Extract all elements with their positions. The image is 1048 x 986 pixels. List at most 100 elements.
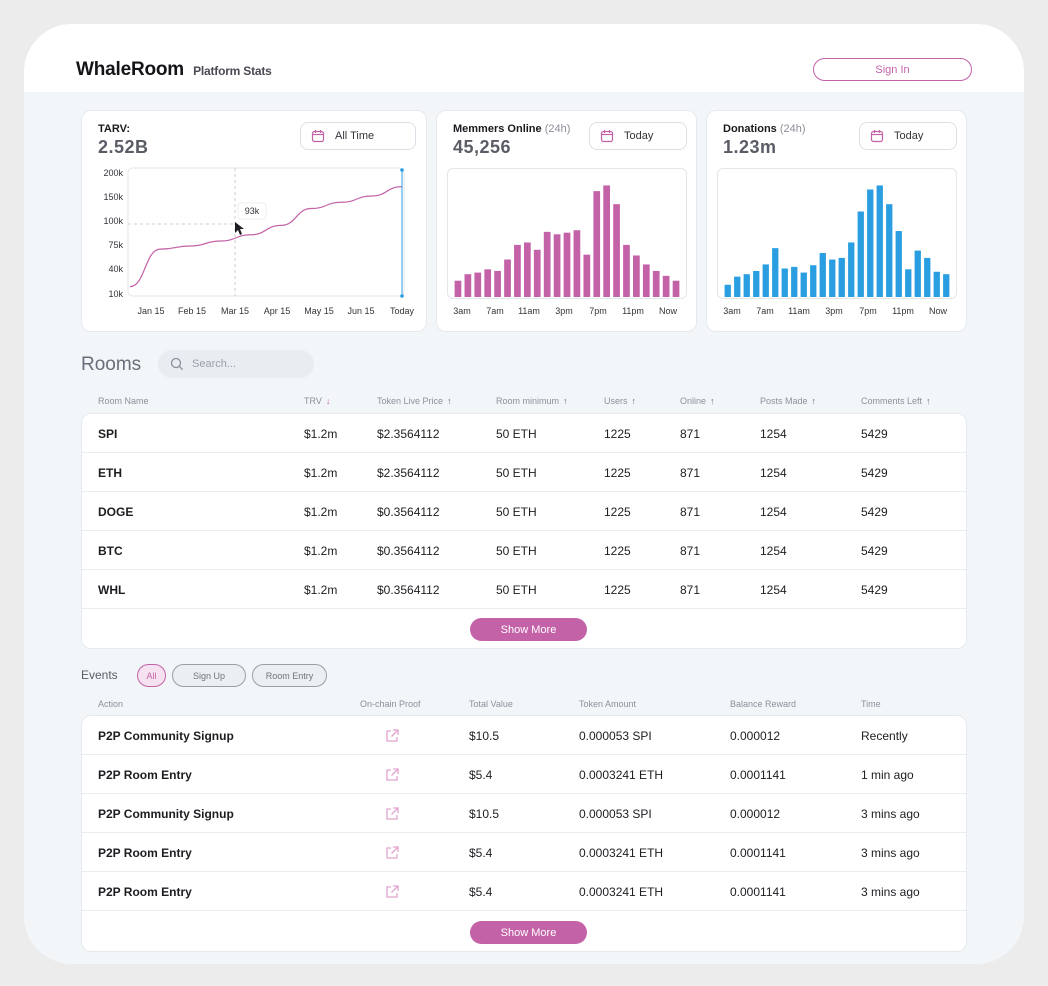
room-name: DOGE — [98, 504, 134, 519]
col-comments-left[interactable]: Comments Left ↑ — [861, 396, 931, 406]
filter-sign-up[interactable]: Sign Up — [172, 664, 246, 687]
room-token-price: $2.3564112 — [377, 426, 440, 441]
room-users: 1225 — [604, 426, 631, 441]
event-time: 3 mins ago — [861, 845, 920, 860]
col-users[interactable]: Users ↑ — [604, 396, 636, 406]
table-row[interactable]: P2P Community Signup $10.5 0.000053 SPI … — [82, 716, 966, 755]
bar — [553, 234, 561, 297]
bar — [905, 269, 912, 297]
col-balance-reward: Balance Reward — [730, 699, 797, 709]
col-comments-left-label: Comments Left — [861, 396, 923, 406]
room-trv: $1.2m — [304, 504, 338, 519]
col-room-name-label: Room Name — [98, 396, 149, 406]
room-trv: $1.2m — [304, 465, 338, 480]
room-comments: 5429 — [861, 465, 888, 480]
sort-up-icon: ↑ — [811, 396, 817, 406]
col-trv[interactable]: TRV ↓ — [304, 396, 330, 406]
sign-in-button[interactable]: Sign In — [813, 58, 972, 81]
members-online-card: Memmers Online (24h) 45,256 Today 3am 7am… — [436, 110, 697, 332]
x-tick-label: 7pm — [859, 306, 877, 316]
col-trv-label: TRV — [304, 396, 322, 406]
event-balance-reward: 0.0001141 — [730, 845, 786, 860]
bar — [464, 274, 472, 297]
sort-down-icon: ↓ — [325, 396, 331, 406]
event-total-value: $5.4 — [469, 767, 493, 782]
table-row[interactable]: P2P Community Signup $10.5 0.000053 SPI … — [82, 794, 966, 833]
members-bar-chart: 3am 7am 11am 3pm 7pm 11pm Now — [453, 185, 680, 316]
bar — [583, 254, 591, 297]
col-token-live-price[interactable]: Token Live Price ↑ — [377, 396, 452, 406]
room-minimum: 50 ETH — [496, 465, 537, 480]
tooltip-value: 93k — [245, 206, 260, 216]
table-row[interactable]: P2P Room Entry $5.4 0.0003241 ETH 0.0001… — [82, 755, 966, 794]
calendar-icon — [870, 130, 884, 143]
rooms-show-more-button[interactable]: Show More — [470, 618, 587, 641]
event-time: Recently — [861, 728, 908, 743]
bar — [504, 259, 511, 297]
bar — [810, 265, 817, 297]
room-posts: 1254 — [760, 465, 787, 480]
col-room-minimum[interactable]: Room minimum ↑ — [496, 396, 568, 406]
col-room-name[interactable]: Room Name — [98, 396, 149, 406]
table-row[interactable]: P2P Room Entry $5.4 0.0003241 ETH 0.0001… — [82, 833, 966, 872]
external-link-icon[interactable] — [384, 794, 400, 833]
rooms-search-input[interactable]: Search... — [158, 350, 314, 378]
x-tick-label: Apr 15 — [264, 306, 291, 316]
table-row[interactable]: WHL $1.2m $0.3564112 50 ETH 1225 871 125… — [82, 570, 966, 609]
events-show-more-button[interactable]: Show More — [470, 921, 587, 944]
x-tick-label: 3am — [723, 306, 741, 316]
members-label-text: Memmers Online — [453, 123, 542, 135]
top-bar: WhaleRoom Platform Stats Sign In — [24, 24, 1024, 92]
external-link-icon[interactable] — [384, 755, 400, 794]
bar — [563, 232, 571, 297]
bar — [623, 244, 630, 297]
bar — [652, 270, 660, 297]
room-minimum: 50 ETH — [496, 504, 537, 519]
bar — [753, 270, 760, 297]
event-token-amount: 0.000053 SPI — [579, 806, 652, 821]
col-online[interactable]: Online ↑ — [680, 396, 715, 406]
event-action: P2P Community Signup — [98, 728, 234, 743]
bar — [791, 266, 798, 297]
table-row[interactable]: P2P Room Entry $5.4 0.0003241 ETH 0.0001… — [82, 872, 966, 911]
members-date-range-button[interactable]: Today — [589, 122, 687, 150]
tooltip-box — [237, 202, 267, 220]
event-balance-reward: 0.000012 — [730, 728, 781, 743]
x-tick-label: 11am — [788, 306, 810, 316]
bar — [484, 269, 492, 297]
room-trv: $1.2m — [304, 543, 338, 558]
room-minimum: 50 ETH — [496, 582, 537, 597]
table-row[interactable]: BTC $1.2m $0.3564112 50 ETH 1225 871 125… — [82, 531, 966, 570]
table-row[interactable]: DOGE $1.2m $0.3564112 50 ETH 1225 871 12… — [82, 492, 966, 531]
table-row[interactable]: ETH $1.2m $2.3564112 50 ETH 1225 871 125… — [82, 453, 966, 492]
table-row[interactable]: SPI $1.2m $2.3564112 50 ETH 1225 871 125… — [82, 414, 966, 453]
external-link-icon[interactable] — [384, 716, 400, 755]
donations-bar-chart: 3am 7am 11am 3pm 7pm 11pm Now — [723, 185, 950, 316]
external-link-icon[interactable] — [384, 872, 400, 911]
event-action: P2P Room Entry — [98, 884, 192, 899]
brand: WhaleRoom Platform Stats — [76, 59, 272, 81]
filter-all[interactable]: All — [137, 664, 166, 687]
tarv-value: 2.52B — [98, 137, 149, 157]
events-title: Events — [81, 668, 118, 682]
donations-date-range-button[interactable]: Today — [859, 122, 957, 150]
x-tick-label: 11am — [518, 306, 540, 316]
room-posts: 1254 — [760, 504, 787, 519]
y-tick-label: 200k — [103, 168, 123, 178]
donations-label-sub: (24h) — [779, 123, 806, 135]
col-posts-made-label: Posts Made — [760, 396, 808, 406]
bar — [474, 272, 482, 297]
tarv-date-range-button[interactable]: All Time — [300, 122, 416, 150]
tarv-line-chart: 200k 150k 100k 75k 40k 10k Jan 15 Feb 15 Mar 15 A… — [103, 167, 415, 316]
tarv-range-label: All Time — [335, 130, 375, 142]
bar — [514, 244, 521, 297]
y-tick-label: 150k — [103, 192, 123, 202]
event-token-amount: 0.0003241 ETH — [579, 845, 664, 860]
room-trv: $1.2m — [304, 426, 338, 441]
external-link-icon[interactable] — [384, 833, 400, 872]
bar — [613, 204, 620, 297]
events-table: P2P Community Signup $10.5 0.000053 SPI … — [81, 715, 967, 952]
col-posts-made[interactable]: Posts Made ↑ — [760, 396, 816, 406]
filter-room-entry[interactable]: Room Entry — [252, 664, 327, 687]
bar — [819, 253, 826, 297]
